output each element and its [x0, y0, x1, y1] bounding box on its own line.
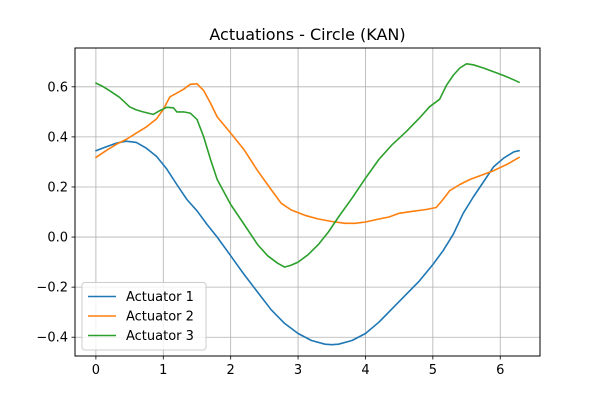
series-line-actuator-1	[95, 140, 520, 346]
series-line-actuator-2	[95, 83, 520, 225]
legend-label: Actuator 1	[126, 290, 194, 305]
x-tick-label: 1	[159, 363, 167, 378]
plot-area-frame	[74, 47, 541, 357]
series-layer	[95, 63, 520, 346]
y-tick-label: 0.2	[47, 180, 68, 195]
legend: Actuator 1 Actuator 2 Actuator 3	[81, 282, 207, 351]
y-tick-label: 0.6	[47, 80, 68, 95]
x-tick-label: 6	[496, 363, 504, 378]
chart-title: Actuations - Circle (KAN)	[209, 25, 405, 44]
y-tick-label: −0.2	[36, 281, 68, 296]
y-tick-label: 0.4	[47, 130, 68, 145]
x-tick-label: 3	[294, 363, 302, 378]
x-tick-label: 4	[361, 363, 369, 378]
legend-label: Actuator 2	[126, 310, 194, 325]
ticks: 0 1 2 3 4 5 6 −0.4 −0.2 0.0 0.2 0.4 0.6	[36, 80, 504, 378]
y-tick-label: −0.4	[36, 331, 68, 346]
legend-box	[81, 282, 207, 351]
y-tick-label: 0.0	[47, 231, 68, 246]
x-tick-label: 5	[429, 363, 437, 378]
x-tick-label: 0	[92, 363, 100, 378]
series-line-actuator-3	[95, 63, 520, 268]
x-tick-label: 2	[227, 363, 235, 378]
legend-label: Actuator 3	[126, 329, 194, 344]
